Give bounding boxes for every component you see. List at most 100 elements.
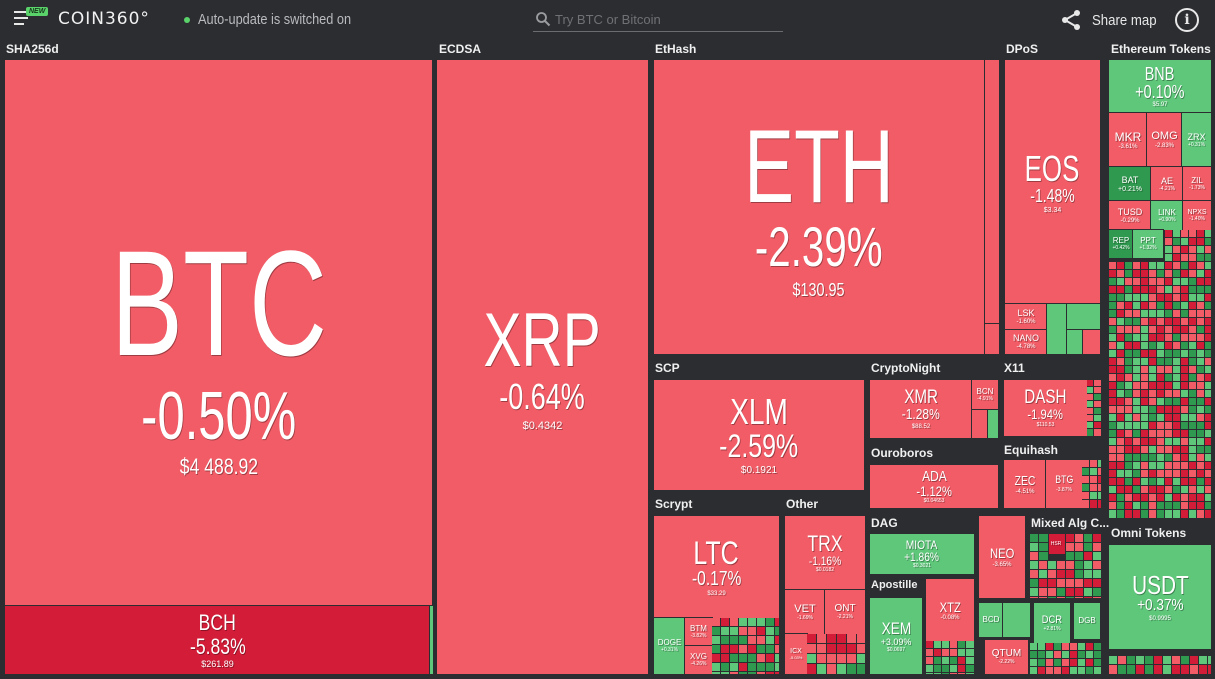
coin-tile-small[interactable]	[1116, 293, 1126, 303]
coin-tile-small[interactable]	[1132, 437, 1142, 447]
coin-tile-small[interactable]	[1047, 587, 1058, 598]
coin-tile-small[interactable]	[1148, 261, 1158, 271]
coin-tile-small[interactable]	[1164, 269, 1174, 279]
coin-tile-small[interactable]	[1164, 389, 1174, 399]
coin-tile-small[interactable]	[1204, 453, 1211, 463]
small-token-tiles[interactable]	[1109, 230, 1211, 518]
coin-tile-small[interactable]	[1188, 357, 1198, 367]
coin-tile-small[interactable]	[1140, 301, 1150, 311]
coin-tile-small[interactable]	[1196, 237, 1206, 247]
coin-tile-small[interactable]	[846, 653, 858, 665]
coin-tile-small[interactable]	[1162, 656, 1173, 666]
coin-tile-small[interactable]	[1140, 469, 1150, 479]
coin-tile-small[interactable]	[1148, 405, 1158, 415]
coin-tile-dgb[interactable]: DGB	[1073, 602, 1101, 640]
coin-tile-small[interactable]	[856, 663, 865, 674]
coin-tile-small[interactable]	[1172, 333, 1182, 343]
coin-tile-small[interactable]	[1204, 277, 1211, 287]
coin-tile-small[interactable]	[1204, 301, 1211, 311]
coin-tile-small[interactable]	[1061, 658, 1071, 668]
coin-tile-small[interactable]	[1180, 230, 1190, 239]
coin-tile-small[interactable]	[1196, 381, 1206, 391]
coin-tile-small[interactable]	[965, 641, 974, 650]
coin-tile-ppt[interactable]: PPT +1.32%	[1132, 229, 1164, 259]
coin-tile-small[interactable]	[1172, 341, 1182, 351]
coin-tile-small[interactable]	[1116, 437, 1126, 447]
coin-tile-small[interactable]	[1180, 421, 1190, 431]
coin-tile-small[interactable]	[1116, 421, 1126, 431]
coin-tile-small[interactable]	[1087, 414, 1095, 423]
coin-tile-small[interactable]	[1156, 405, 1166, 415]
coin-tile-small[interactable]	[933, 664, 943, 674]
coin-tile-small[interactable]	[1109, 477, 1118, 487]
coin-tile-small[interactable]	[1140, 285, 1150, 295]
coin-tile-small[interactable]	[1065, 587, 1076, 598]
coin-tile-small[interactable]	[774, 635, 779, 646]
coin-tile-small[interactable]	[1172, 277, 1182, 287]
coin-tile-small[interactable]	[756, 644, 767, 655]
coin-tile-small[interactable]	[1083, 596, 1094, 598]
coin-tile-small[interactable]	[1132, 445, 1142, 455]
coin-tile-small[interactable]	[1148, 349, 1158, 359]
small-scrypt-tiles[interactable]	[712, 618, 779, 674]
coin-tile-small[interactable]	[1124, 293, 1134, 303]
coin-tile-ont[interactable]: ONT -2.21%	[824, 589, 866, 635]
coin-tile-small[interactable]	[712, 618, 722, 628]
coin-tile-small[interactable]	[933, 648, 943, 658]
coin-tile-small[interactable]	[1188, 230, 1198, 239]
coin-tile-small[interactable]	[1109, 325, 1118, 335]
coin-tile-small[interactable]	[1132, 421, 1142, 431]
coin-tile-small[interactable]	[1140, 501, 1150, 511]
coin-tile-small[interactable]	[1156, 397, 1166, 407]
coin-tile-small[interactable]	[1204, 245, 1211, 255]
coin-tile-small[interactable]	[747, 653, 758, 664]
coin-tile-small[interactable]	[1204, 429, 1211, 439]
coin-tile-small[interactable]	[1124, 317, 1134, 327]
coin-tile-small[interactable]	[957, 672, 967, 674]
coin-tile-small[interactable]	[1038, 569, 1049, 580]
coin-tile-small[interactable]	[712, 653, 722, 664]
coin-tile-small[interactable]	[1109, 349, 1118, 359]
coin-tile-small[interactable]	[1065, 596, 1076, 598]
coin-tile-small[interactable]	[926, 641, 935, 650]
small-other-tiles[interactable]	[807, 634, 865, 674]
coin-tile-small[interactable]	[1109, 341, 1118, 351]
coin-tile-small[interactable]	[1196, 301, 1206, 311]
coin-tile-link[interactable]: LINK +0.90%	[1150, 200, 1184, 231]
coin-tile-small[interactable]	[1140, 373, 1150, 383]
coin-tile-small[interactable]	[1180, 397, 1190, 407]
coin-tile-small[interactable]	[1172, 493, 1182, 503]
coin-tile-small[interactable]	[1109, 373, 1118, 383]
coin-tile-small[interactable]	[1156, 381, 1166, 391]
coin-tile-small[interactable]	[1124, 309, 1134, 319]
coin-tile-small[interactable]	[1085, 650, 1095, 660]
coin-tile-small[interactable]	[1037, 666, 1047, 674]
coin-tile-small[interactable]	[1116, 269, 1126, 279]
coin-tile-small[interactable]	[1077, 643, 1087, 652]
coin-tile-small[interactable]	[1045, 643, 1055, 652]
coin-tile-zrx[interactable]: ZRX +0.31%	[1181, 112, 1212, 168]
coin-tile-small[interactable]	[1148, 501, 1158, 511]
coin-tile-small[interactable]	[1172, 230, 1182, 239]
coin-tile-small[interactable]	[1132, 397, 1142, 407]
coin-tile-small[interactable]	[1140, 357, 1150, 367]
coin-tile-small[interactable]	[856, 634, 865, 645]
coin-tile-small[interactable]	[1172, 301, 1182, 311]
coin-tile-small[interactable]	[1172, 309, 1182, 319]
coin-tile-small[interactable]	[1148, 357, 1158, 367]
coin-tile-small[interactable]	[949, 648, 959, 658]
coin-tile-small[interactable]	[1109, 453, 1118, 463]
coin-tile-xmr[interactable]: XMR -1.28% $88.52	[869, 379, 973, 439]
coin-tile-small[interactable]	[1196, 397, 1206, 407]
coin-tile-small[interactable]	[1124, 485, 1134, 495]
coin-tile-small[interactable]	[1148, 301, 1158, 311]
coin-tile-small[interactable]	[1093, 658, 1101, 668]
coin-tile-small[interactable]	[1148, 509, 1158, 518]
coin-tile-small[interactable]	[1116, 469, 1126, 479]
coin-tile-small[interactable]	[774, 626, 779, 637]
coin-tile-qtum[interactable]: QTUM -2.22%	[984, 639, 1029, 675]
coin-tile-small[interactable]	[1074, 560, 1085, 571]
coin-tile-small[interactable]	[1196, 317, 1206, 327]
coin-tile-small[interactable]	[1188, 237, 1198, 247]
coin-tile-small[interactable]	[1196, 277, 1206, 287]
